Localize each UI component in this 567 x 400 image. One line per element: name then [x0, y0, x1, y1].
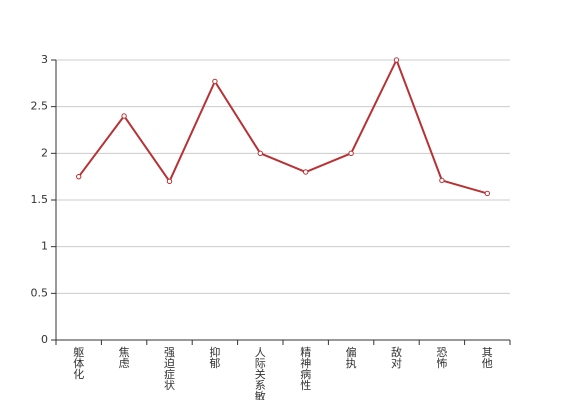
point	[166, 178, 173, 185]
point	[484, 190, 490, 197]
point	[393, 57, 400, 63]
x-tick-label: 强迫症状	[164, 346, 175, 392]
y-tick-label: 1.5	[31, 193, 49, 206]
y-tick-label: 1	[41, 240, 48, 253]
point	[439, 177, 445, 184]
x-tick-label: 人际关系敏感	[254, 346, 266, 400]
x-tick-label: 躯体化	[73, 346, 85, 381]
x-tick-label: 恐怖	[436, 346, 448, 370]
y-tick-label: 2.5	[31, 100, 49, 113]
y-tick-label: 3	[41, 53, 48, 66]
point	[76, 173, 82, 180]
point	[121, 113, 127, 119]
point	[212, 78, 218, 85]
x-tick-label: 抑郁	[209, 346, 221, 370]
x-tick-label: 焦虑	[118, 346, 130, 370]
y-tick-label: 0.5	[31, 286, 49, 299]
point	[348, 150, 354, 157]
y-tick-label: 0	[41, 333, 48, 346]
x-tick-label: 精神病性	[300, 346, 312, 392]
x-tick-label: 敌对	[391, 346, 402, 370]
y-tick-label: 2	[41, 146, 48, 159]
x-tick-label: 其他	[481, 346, 493, 370]
point	[257, 150, 263, 157]
x-tick-label: 偏执	[345, 346, 357, 370]
point	[303, 169, 309, 175]
line	[77, 57, 488, 195]
